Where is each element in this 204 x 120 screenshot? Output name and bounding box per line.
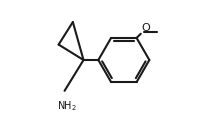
Text: NH$_2$: NH$_2$ (57, 99, 76, 113)
Text: O: O (141, 23, 149, 33)
